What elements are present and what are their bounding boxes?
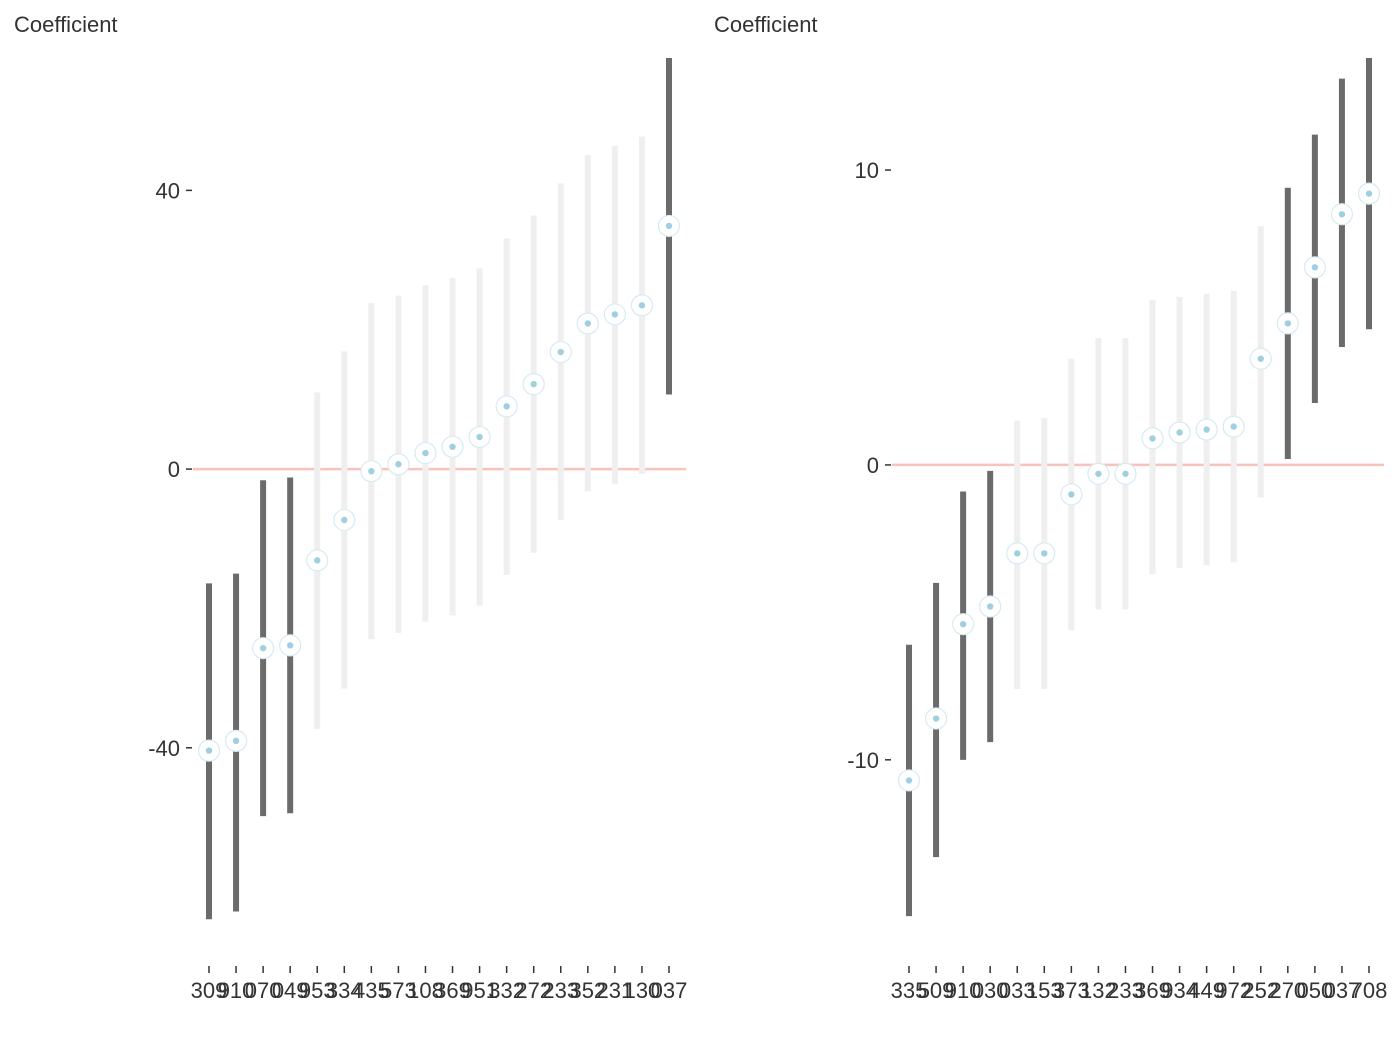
estimate-point <box>259 644 267 652</box>
estimate-point <box>1014 550 1021 557</box>
x-tick-label: 153 <box>1026 978 1063 1003</box>
x-tick-label: 233 <box>542 978 579 1003</box>
x-tick-label: 108 <box>407 978 444 1003</box>
estimate-point <box>959 620 967 628</box>
estimate-point <box>986 603 994 610</box>
estimate-point <box>905 777 913 784</box>
y-tick-label: 0 <box>867 453 879 478</box>
estimate-point <box>530 380 537 388</box>
estimate-point <box>1041 550 1048 557</box>
x-tick-label: 953 <box>299 978 336 1003</box>
y-tick-label: -10 <box>847 748 879 773</box>
estimate-point <box>205 747 213 754</box>
estimate-point <box>422 449 429 457</box>
estimate-point <box>1095 470 1102 477</box>
estimate-point <box>232 737 240 745</box>
x-tick-label: 910 <box>218 978 255 1003</box>
x-tick-label: 037 <box>651 978 688 1003</box>
x-tick-label: 252 <box>1242 978 1279 1003</box>
estimate-point <box>1230 423 1237 430</box>
estimate-point <box>1311 264 1319 271</box>
y-tick-label: 0 <box>168 457 180 482</box>
estimate-point <box>503 403 510 410</box>
x-tick-label: 049 <box>272 978 309 1003</box>
x-tick-label: 335 <box>891 978 928 1003</box>
x-tick-label: 132 <box>1080 978 1117 1003</box>
estimate-point <box>1068 491 1075 498</box>
estimate-point <box>1149 435 1156 442</box>
x-tick-label: 369 <box>434 978 471 1003</box>
estimate-point <box>1257 355 1264 362</box>
estimate-point <box>611 311 619 318</box>
x-tick-label: 449 <box>1188 978 1225 1003</box>
x-tick-label: 708 <box>1351 978 1388 1003</box>
x-tick-label: 033 <box>999 978 1036 1003</box>
x-tick-label: 910 <box>945 978 982 1003</box>
x-tick-label: 037 <box>1324 978 1361 1003</box>
y-tick-label: 40 <box>156 178 180 203</box>
estimate-point <box>1203 426 1210 433</box>
x-tick-label: 369 <box>1134 978 1171 1003</box>
estimate-point <box>1338 211 1346 218</box>
estimate-point <box>557 348 564 356</box>
estimate-point <box>1122 470 1129 477</box>
y-tick-label: 10 <box>855 158 879 183</box>
estimate-point <box>1365 190 1373 197</box>
x-tick-label: 334 <box>326 978 363 1003</box>
y-tick-label: -40 <box>148 736 180 761</box>
estimate-point <box>584 320 592 327</box>
estimate-point <box>665 222 673 230</box>
estimate-point <box>395 461 402 468</box>
x-tick-label: 233 <box>1107 978 1144 1003</box>
x-tick-label: 272 <box>515 978 552 1003</box>
x-tick-label: 435 <box>353 978 390 1003</box>
estimate-point <box>449 443 456 450</box>
estimate-point <box>314 557 321 564</box>
x-tick-label: 573 <box>380 978 417 1003</box>
estimate-point <box>932 715 940 722</box>
x-tick-label: 332 <box>488 978 525 1003</box>
x-tick-label: 030 <box>972 978 1009 1003</box>
x-tick-label: 231 <box>597 978 634 1003</box>
x-tick-label: 934 <box>1161 978 1198 1003</box>
estimate-point <box>476 433 483 441</box>
coefficient-panel-right: Coefficient -10 0 10 33550991003003315337313… <box>714 12 1387 1003</box>
x-tick-label: 309 <box>191 978 228 1003</box>
estimate-point <box>638 302 646 309</box>
estimate-point <box>341 516 348 524</box>
x-tick-label: 509 <box>918 978 955 1003</box>
x-tick-label: 373 <box>1053 978 1090 1003</box>
x-tick-label: 352 <box>569 978 606 1003</box>
y-axis-title: Coefficient <box>714 12 818 37</box>
x-tick-label: 050 <box>1297 978 1334 1003</box>
estimate-point <box>286 642 294 649</box>
estimate-point <box>1284 320 1292 327</box>
estimate-point <box>1176 429 1183 436</box>
x-tick-label: 951 <box>461 978 498 1003</box>
x-tick-label: 070 <box>245 978 282 1003</box>
x-tick-label: 972 <box>1215 978 1252 1003</box>
estimate-point <box>368 467 375 475</box>
x-tick-label: 270 <box>1269 978 1306 1003</box>
y-axis-title: Coefficient <box>14 12 118 37</box>
x-tick-label: 130 <box>624 978 661 1003</box>
coefficient-panel-left: Coefficient -40 0 40 30991007004995333443557… <box>14 12 687 1003</box>
